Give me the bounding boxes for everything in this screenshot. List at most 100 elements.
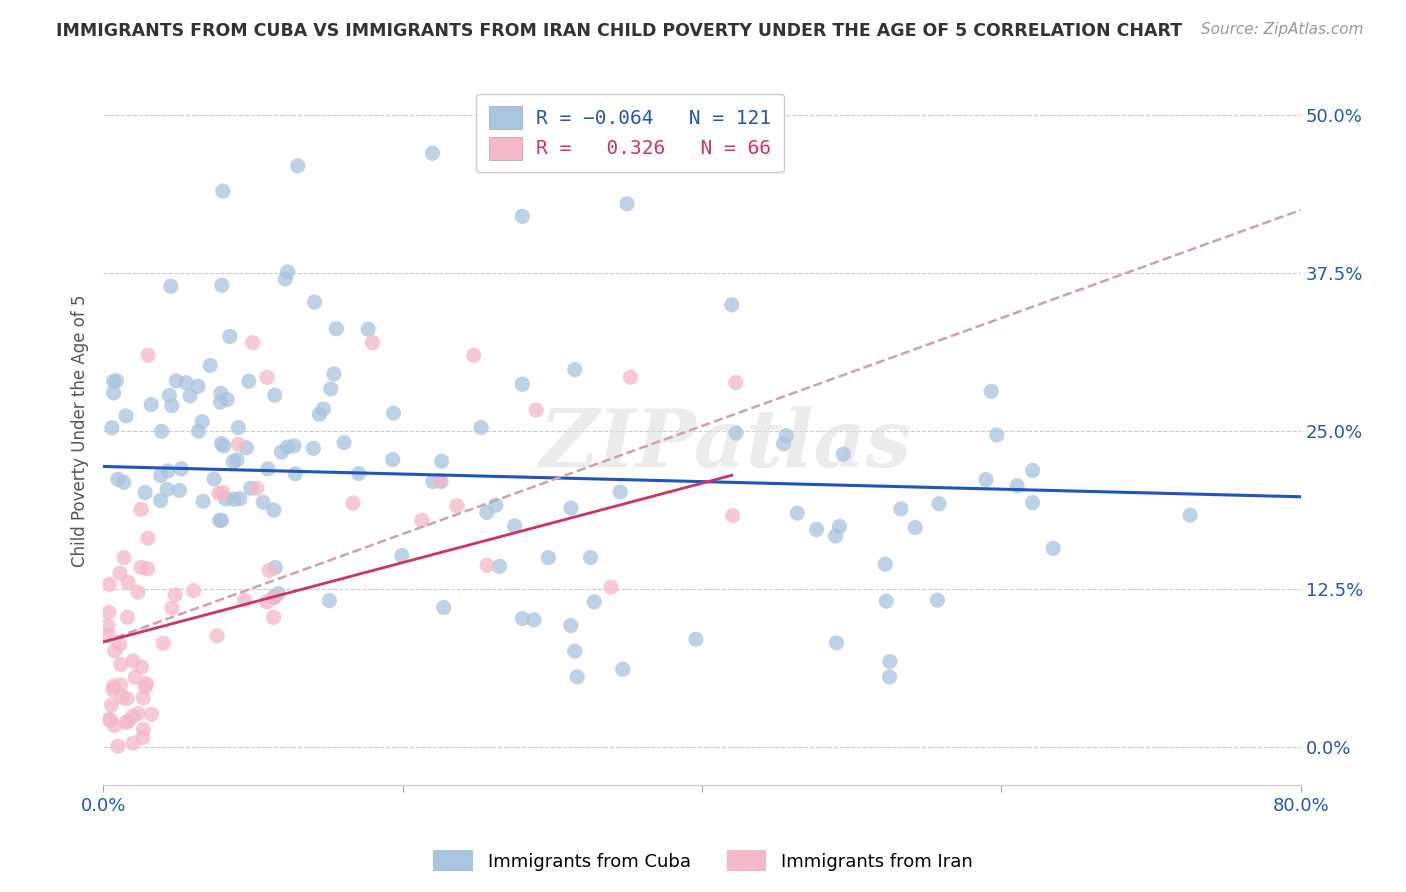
Point [100, 698, 122, 712]
Point [121, 709, 143, 723]
Point [503, 519, 526, 533]
Text: ZIPatlas: ZIPatlas [540, 407, 912, 484]
Point [1021, 463, 1043, 477]
Point [304, 295, 326, 310]
Point [475, 558, 498, 573]
Point [824, 529, 846, 543]
Point [775, 428, 797, 442]
Point [117, 610, 139, 624]
Point [235, 441, 257, 455]
Point [433, 600, 456, 615]
Point [174, 376, 197, 390]
Point [333, 435, 356, 450]
Text: Source: ZipAtlas.com: Source: ZipAtlas.com [1201, 22, 1364, 37]
Point [226, 453, 249, 467]
Point [267, 587, 290, 601]
Point [616, 196, 638, 211]
Point [1042, 541, 1064, 556]
Point [103, 718, 125, 732]
Point [101, 421, 124, 435]
Point [252, 495, 274, 509]
Point [107, 472, 129, 486]
Point [319, 382, 342, 396]
Point [115, 715, 138, 730]
Point [156, 464, 179, 478]
Point [112, 475, 135, 490]
Point [214, 491, 236, 506]
Point [117, 575, 139, 590]
Point [284, 467, 307, 481]
Point [97, 619, 120, 633]
Point [986, 428, 1008, 442]
Point [475, 506, 498, 520]
Point [150, 425, 173, 439]
Point [208, 486, 231, 500]
Point [523, 613, 546, 627]
Point [211, 513, 233, 527]
Point [612, 662, 634, 676]
Point [302, 442, 325, 456]
Point [149, 493, 172, 508]
Point [828, 519, 851, 533]
Point [361, 335, 384, 350]
Point [256, 595, 278, 609]
Point [391, 549, 413, 563]
Point [264, 560, 287, 574]
Point [904, 520, 927, 534]
Point [325, 322, 347, 336]
Point [488, 559, 510, 574]
Point [136, 348, 159, 362]
Point [136, 562, 159, 576]
Point [134, 485, 156, 500]
Point [110, 678, 132, 692]
Point [242, 335, 264, 350]
Point [191, 415, 214, 429]
Point [564, 644, 586, 658]
Point [160, 399, 183, 413]
Point [97, 628, 120, 642]
Point [159, 279, 181, 293]
Point [229, 491, 252, 506]
Point [141, 398, 163, 412]
Point [215, 392, 238, 407]
Point [209, 386, 232, 401]
Point [101, 682, 124, 697]
Point [322, 367, 344, 381]
Point [274, 272, 297, 286]
Point [721, 508, 744, 523]
Point [277, 265, 299, 279]
Point [875, 594, 897, 608]
Point [212, 439, 235, 453]
Point [169, 483, 191, 498]
Point [122, 654, 145, 668]
Point [97, 606, 120, 620]
Legend: R = −0.064   N = 121, R =   0.326   N = 66: R = −0.064 N = 121, R = 0.326 N = 66 [477, 94, 783, 172]
Point [233, 593, 256, 607]
Point [263, 591, 285, 605]
Point [239, 481, 262, 495]
Point [524, 403, 547, 417]
Point [485, 498, 508, 512]
Point [974, 473, 997, 487]
Point [208, 513, 231, 527]
Point [263, 610, 285, 624]
Point [600, 580, 623, 594]
Point [104, 644, 127, 658]
Point [135, 677, 157, 691]
Point [430, 475, 453, 489]
Point [619, 370, 641, 384]
Point [312, 401, 335, 416]
Point [685, 632, 707, 647]
Point [429, 474, 451, 488]
Point [127, 706, 149, 721]
Point [226, 437, 249, 451]
Point [381, 452, 404, 467]
Point [347, 467, 370, 481]
Point [209, 395, 232, 409]
Point [422, 146, 444, 161]
Point [283, 439, 305, 453]
Point [105, 374, 128, 388]
Point [825, 636, 848, 650]
Point [160, 601, 183, 615]
Point [879, 670, 901, 684]
